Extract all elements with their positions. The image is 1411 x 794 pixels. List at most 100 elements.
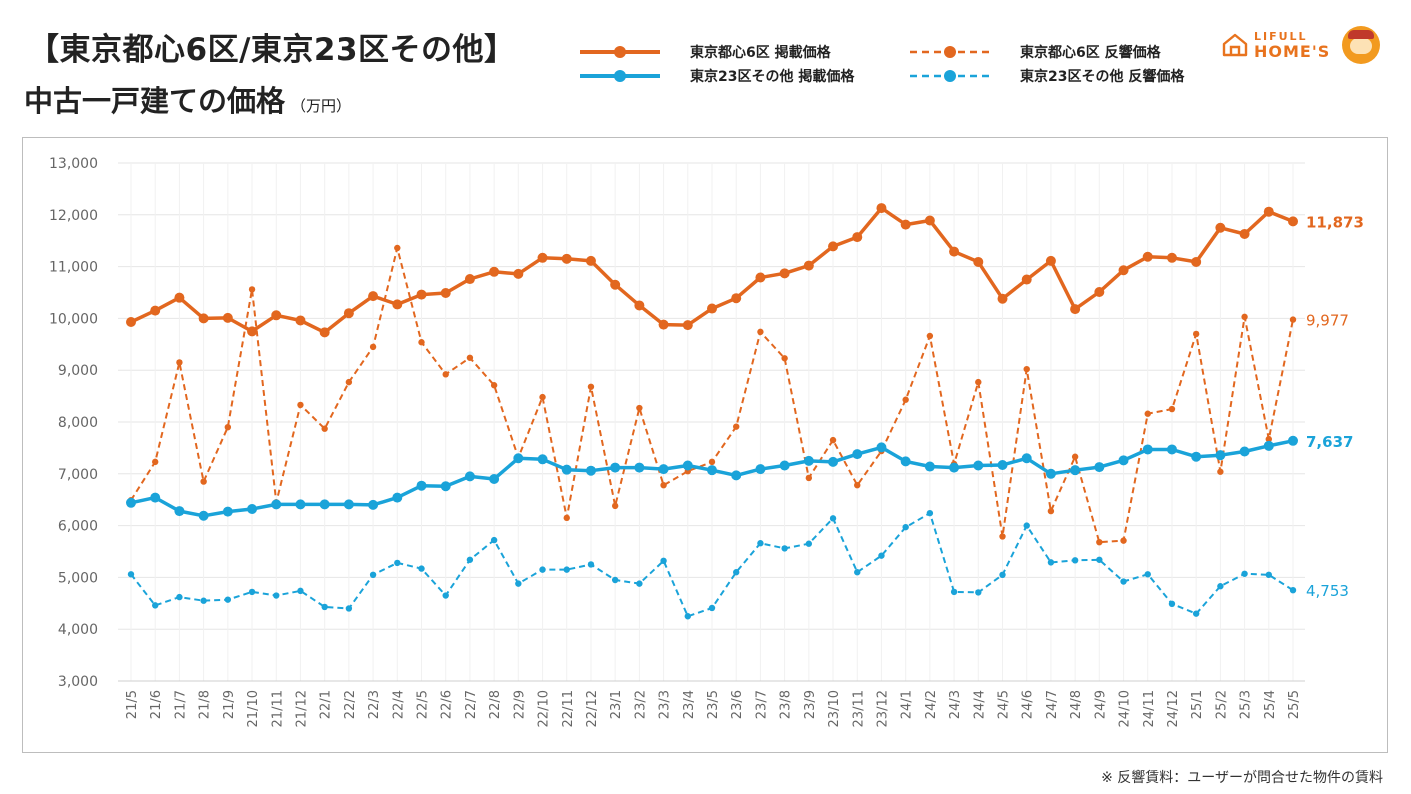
data-point (127, 571, 135, 578)
data-point (174, 292, 185, 303)
data-point (852, 232, 863, 243)
data-point (1265, 435, 1272, 443)
x-tick-label: 21/10 (246, 690, 261, 727)
data-point (224, 596, 232, 603)
data-point (1191, 256, 1202, 267)
x-tick-label: 25/4 (1263, 690, 1278, 719)
data-point (733, 569, 740, 576)
data-point (926, 332, 934, 340)
data-point (319, 327, 330, 338)
data-point (513, 268, 524, 279)
data-point (345, 378, 353, 386)
data-point (198, 510, 209, 521)
data-point (924, 461, 935, 472)
data-point (1118, 455, 1129, 466)
data-point (1168, 405, 1176, 413)
data-point (126, 317, 136, 328)
data-point (975, 589, 982, 596)
x-tick-label: 25/2 (1214, 690, 1229, 719)
x-tick-label: 22/8 (488, 690, 503, 719)
data-point (295, 499, 306, 510)
x-tick-label: 25/1 (1190, 690, 1205, 719)
data-point (563, 514, 570, 522)
data-point (781, 355, 788, 362)
chart-subtitle: 中古一戸建ての価格 （万円） (24, 78, 351, 120)
data-point (1070, 465, 1081, 476)
x-tick-label: 24/5 (997, 690, 1012, 719)
legend-item-central6-inquiry: 東京都心6区 反響価格 (908, 42, 1161, 62)
data-point (321, 603, 328, 611)
data-point (1094, 462, 1105, 473)
data-point (271, 310, 282, 321)
data-point (1288, 216, 1298, 227)
x-tick-label: 23/4 (682, 690, 697, 719)
data-point (1096, 556, 1103, 563)
data-point (611, 502, 619, 510)
data-point (902, 396, 909, 403)
data-point (829, 436, 837, 444)
data-point (708, 604, 716, 612)
data-point (394, 244, 401, 252)
data-point (561, 464, 572, 475)
data-point (634, 462, 645, 473)
data-point (755, 272, 766, 283)
x-tick-label: 22/1 (319, 690, 334, 719)
x-tick-label: 21/5 (125, 690, 140, 719)
data-point (394, 559, 401, 567)
data-point (464, 471, 475, 482)
chart-title: 【東京都心6区/東京23区その他】 (28, 32, 516, 68)
data-point (1288, 435, 1298, 446)
x-tick-label: 21/11 (270, 690, 285, 727)
data-point (1142, 444, 1153, 455)
data-point (854, 569, 861, 576)
data-point (297, 401, 304, 409)
x-tick-label: 22/9 (512, 690, 527, 719)
x-tick-label: 23/7 (754, 690, 769, 719)
data-point (297, 587, 304, 595)
data-point (1094, 286, 1105, 297)
data-point (1217, 583, 1224, 590)
data-point (1289, 586, 1297, 594)
data-point (1021, 453, 1032, 464)
x-tick-label: 24/9 (1093, 690, 1108, 719)
data-point (247, 504, 258, 515)
data-point (343, 308, 354, 319)
data-point (997, 293, 1008, 304)
data-point (273, 592, 280, 599)
data-point (1241, 570, 1248, 577)
y-tick-label: 13,000 (49, 156, 98, 172)
data-point (176, 593, 183, 601)
data-point (176, 359, 183, 366)
data-point (1144, 410, 1151, 417)
data-point (684, 613, 691, 620)
data-point (902, 523, 909, 531)
data-point (537, 252, 548, 263)
data-point (1215, 222, 1226, 233)
data-point (854, 481, 861, 489)
data-point (733, 423, 740, 430)
data-point (1045, 255, 1056, 266)
data-point (248, 286, 256, 293)
data-point (369, 343, 377, 351)
data-point (682, 320, 693, 331)
data-point (1168, 600, 1176, 608)
data-point (224, 423, 232, 431)
data-point (464, 274, 475, 285)
data-point (611, 576, 619, 584)
legend-label: 東京23区その他 反響価格 (1020, 69, 1185, 85)
data-point (900, 456, 911, 467)
data-point (1166, 252, 1177, 263)
legend-swatch-dashed-blue (910, 70, 990, 82)
data-point (973, 256, 984, 267)
data-point (585, 255, 596, 266)
y-tick-label: 12,000 (49, 208, 98, 224)
data-point (636, 404, 643, 412)
x-tick-label: 22/11 (561, 690, 576, 727)
data-point (537, 454, 548, 465)
legend-item-other23-inquiry: 東京23区その他 反響価格 (908, 66, 1184, 86)
data-point (392, 299, 403, 310)
x-tick-label: 23/5 (706, 690, 721, 719)
data-point (490, 382, 498, 389)
x-tick-label: 22/4 (391, 690, 406, 719)
data-point (152, 458, 159, 466)
